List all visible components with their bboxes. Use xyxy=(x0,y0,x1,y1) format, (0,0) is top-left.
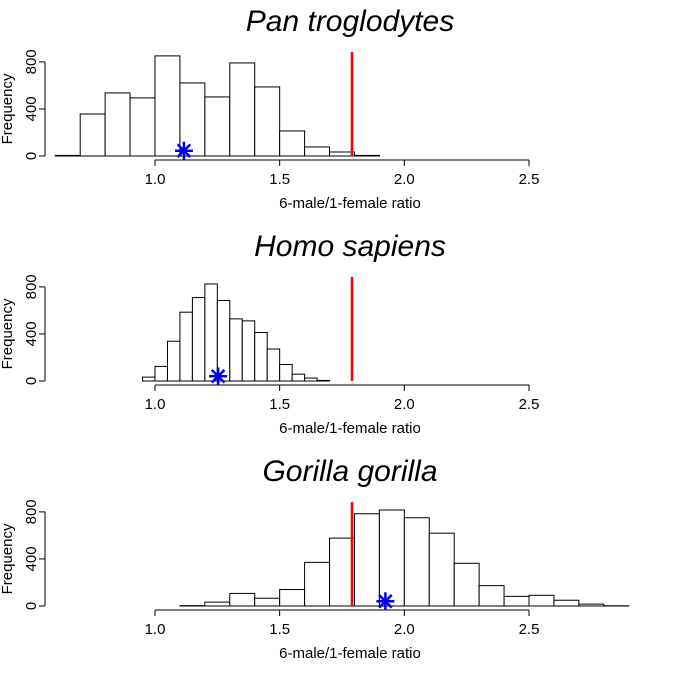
x-tick-label: 2.5 xyxy=(519,396,540,413)
bar xyxy=(378,509,405,607)
bar xyxy=(254,597,281,607)
bar xyxy=(54,154,81,157)
bar xyxy=(204,96,231,157)
y-axis-label: Frequency xyxy=(0,298,16,369)
panel: Homo sapiens 1.0 1.5 2.0 2.5 6-male/1-female … xyxy=(0,230,539,437)
bar xyxy=(304,561,331,607)
bar xyxy=(229,318,243,382)
bar xyxy=(104,92,131,157)
bar xyxy=(353,154,380,157)
bar xyxy=(353,513,380,607)
bar xyxy=(478,585,505,607)
x-tick-label: 1.5 xyxy=(269,621,290,638)
bar xyxy=(403,517,430,607)
y-tick-label: 400 xyxy=(23,546,40,571)
bar xyxy=(578,603,605,607)
bar xyxy=(279,130,306,157)
bar xyxy=(428,532,455,607)
y-tick-label: 0 xyxy=(23,152,40,160)
x-tick-label: 2.5 xyxy=(519,171,540,188)
bar xyxy=(503,595,530,607)
star-stroke xyxy=(176,143,192,158)
chart-title: Gorilla gorilla xyxy=(262,455,437,488)
x-tick-label: 1.0 xyxy=(145,396,166,413)
x-tick-label: 1.0 xyxy=(145,621,166,638)
x-tick-label: 1.5 xyxy=(269,396,290,413)
bar xyxy=(279,589,306,607)
panel: Gorilla gorilla 1.0 1.5 2.0 2.5 6-male/1-fema… xyxy=(0,455,630,662)
y-axis-label: Frequency xyxy=(0,523,16,594)
bar xyxy=(129,97,156,157)
star-stroke xyxy=(210,369,226,384)
y-axis-label: Frequency xyxy=(0,73,16,144)
bar xyxy=(254,332,268,382)
y-tick-label: 0 xyxy=(23,602,40,610)
y-tick-label: 800 xyxy=(23,499,40,524)
bar xyxy=(154,55,181,157)
bar xyxy=(553,599,580,607)
bar xyxy=(142,376,156,382)
star-stroke xyxy=(378,594,393,609)
x-tick-label: 1.0 xyxy=(145,171,166,188)
observed-marker xyxy=(376,592,395,611)
bar xyxy=(229,62,256,157)
y-tick-label: 800 xyxy=(23,49,40,74)
bar xyxy=(266,348,281,382)
bar xyxy=(204,283,218,382)
y-tick-label: 0 xyxy=(23,377,40,385)
x-tick-label: 2.5 xyxy=(519,621,540,638)
x-tick-label: 2.0 xyxy=(394,621,415,638)
bar xyxy=(191,297,206,382)
bar xyxy=(528,594,555,607)
x-tick-label: 2.0 xyxy=(394,171,415,188)
bar xyxy=(229,592,256,607)
bar xyxy=(254,86,281,157)
bar xyxy=(179,311,193,382)
x-tick-label: 1.5 xyxy=(269,171,290,188)
y-tick-label: 400 xyxy=(23,321,40,346)
x-axis-label: 6-male/1-female ratio xyxy=(279,645,421,662)
bar xyxy=(304,146,331,157)
bar xyxy=(291,373,306,382)
y-tick-label: 400 xyxy=(23,96,40,121)
x-axis-label: 6-male/1-female ratio xyxy=(279,420,421,437)
panel: Pan troglodytes 1.0 1.5 2.0 2.5 6-male/1-fema… xyxy=(0,5,539,212)
bar xyxy=(304,377,318,382)
bar xyxy=(79,113,106,157)
chart-title: Homo sapiens xyxy=(254,230,446,263)
observed-marker xyxy=(209,367,228,386)
bar xyxy=(316,379,331,382)
bar xyxy=(241,320,256,382)
x-tick-label: 2.0 xyxy=(394,396,415,413)
bar xyxy=(166,340,181,382)
bar xyxy=(453,562,480,607)
bar xyxy=(204,601,231,607)
bar xyxy=(154,365,168,382)
chart-title: Pan troglodytes xyxy=(246,5,454,38)
x-axis-label: 6-male/1-female ratio xyxy=(279,195,421,212)
bar xyxy=(329,151,355,157)
bar xyxy=(329,537,355,607)
observed-marker xyxy=(174,141,193,160)
y-tick-label: 800 xyxy=(23,274,40,299)
bar xyxy=(279,364,293,382)
